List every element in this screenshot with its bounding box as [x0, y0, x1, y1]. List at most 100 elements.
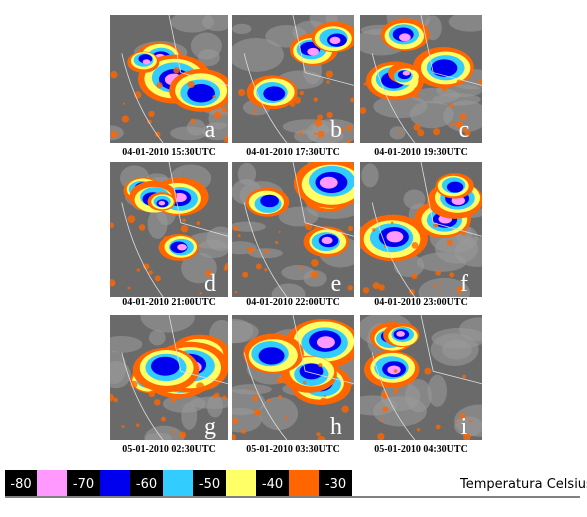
cloud-top [316, 336, 335, 349]
coastline [371, 162, 482, 297]
cloud-speck [156, 82, 163, 89]
cloud-speck [302, 380, 307, 385]
cloud-speck [435, 270, 441, 276]
cloud [140, 315, 195, 333]
cloud-speck [433, 285, 436, 289]
cloud-top [307, 47, 319, 56]
cloud-speck [459, 413, 466, 420]
cloud-speck [468, 420, 472, 423]
cloud-speck [413, 123, 421, 131]
cloud-speck [347, 225, 353, 231]
cloud-speck [234, 290, 238, 294]
cloud-speck [278, 230, 281, 233]
cloud-speck [463, 433, 471, 440]
cloud-speck [362, 287, 370, 294]
cloud-speck [449, 103, 454, 109]
cloud [409, 100, 454, 129]
cloud-speck [298, 131, 303, 136]
legend-label: -60 [136, 477, 157, 492]
satellite-image [110, 315, 228, 440]
cloud-speck [154, 399, 161, 406]
cloud-speck [242, 271, 249, 278]
cloud-speck [381, 418, 385, 422]
panel-timestamp: 04-01-2010 23:00UTC [374, 297, 468, 308]
legend-swatch [226, 470, 256, 496]
cloud [232, 389, 266, 416]
panel-letter: g [204, 414, 216, 440]
panel-timestamp: 05-01-2010 03:30UTC [246, 444, 340, 455]
cloud-speck [284, 416, 289, 420]
cloud-speck [247, 388, 250, 391]
cloud-speck [196, 382, 205, 391]
cloud-speck [289, 101, 296, 107]
cloud-speck [275, 240, 279, 245]
legend-swatch [100, 470, 130, 496]
legend-title: Temperatura Celsius [459, 477, 587, 492]
cloud-speck [160, 416, 166, 422]
cloud-speck [318, 363, 323, 368]
cloud-speck [314, 119, 323, 127]
cloud-speck [446, 239, 454, 246]
cloud [454, 404, 482, 437]
cloud-speck [237, 234, 241, 238]
cloud-top [329, 36, 341, 45]
legend-label: -30 [325, 477, 346, 492]
cloud-speck [378, 284, 385, 291]
cloud-speck [293, 96, 301, 104]
cloud-top [446, 181, 464, 193]
cloud-speck [325, 70, 334, 78]
cloud-speck [241, 429, 246, 434]
legend-label: -70 [73, 477, 94, 492]
coastline [243, 15, 354, 143]
satellite-image [110, 15, 228, 143]
cloud-speck [132, 370, 138, 376]
panel-letter: i [461, 414, 468, 440]
cloud-speck [350, 97, 354, 103]
legend-label-box [319, 470, 352, 496]
cloud-speck [347, 285, 353, 291]
cloud-top [431, 59, 458, 77]
cloud-top [258, 347, 285, 365]
cloud-top [402, 70, 411, 76]
cloud [448, 15, 482, 32]
cloud-speck [212, 394, 216, 399]
cloud-speck [382, 406, 389, 413]
cloud-speck [424, 367, 432, 375]
cloud-speck [148, 390, 156, 398]
coastline [121, 15, 228, 143]
cloud-speck [414, 87, 418, 91]
cloud-speck [390, 221, 394, 225]
cloud-speck [253, 109, 257, 114]
satellite-image [110, 162, 228, 297]
cloud-top [299, 363, 324, 380]
coastline [121, 162, 228, 297]
satellite-image [232, 315, 354, 440]
cloud-speck [199, 292, 202, 295]
cloud [147, 208, 168, 239]
cloud-speck [363, 82, 367, 86]
cloud-speck [232, 434, 237, 440]
cloud [201, 15, 228, 32]
panel-letter: c [459, 117, 470, 143]
coastline [371, 315, 482, 440]
cloud-speck [326, 111, 333, 119]
cloud-speck [326, 80, 330, 84]
satellite-image [360, 162, 482, 297]
cloud-speck [314, 225, 319, 231]
panel-timestamp: 04-01-2010 21:00UTC [122, 297, 216, 308]
cloud-speck [221, 106, 228, 113]
cloud-speck [127, 215, 136, 224]
cloud-speck [346, 124, 353, 131]
cloud [206, 394, 223, 418]
cloud [202, 122, 228, 141]
cloud [418, 277, 471, 297]
cloud-speck [155, 131, 161, 137]
legend-label-box [5, 470, 37, 496]
legend-label: -40 [262, 477, 283, 492]
cloud-speck [121, 425, 125, 428]
cloud-speck [172, 430, 175, 433]
coastline [121, 315, 228, 440]
cloud [232, 37, 284, 72]
cloud [293, 129, 318, 143]
cloud [361, 163, 379, 188]
